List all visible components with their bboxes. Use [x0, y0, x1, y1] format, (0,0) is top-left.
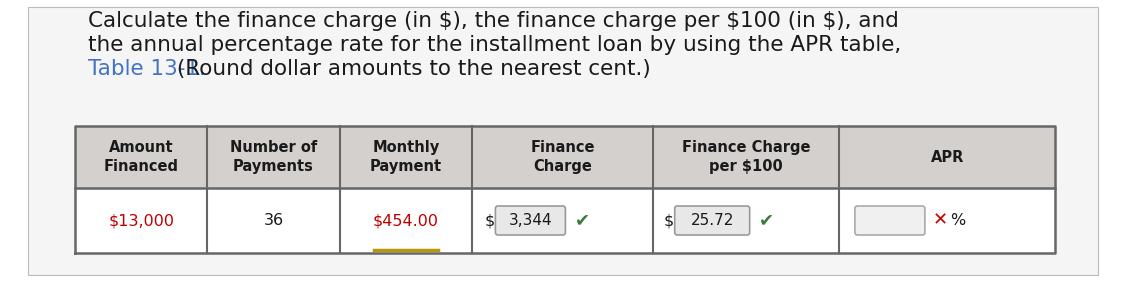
Text: (Round dollar amounts to the nearest cent.): (Round dollar amounts to the nearest cen…: [170, 59, 650, 79]
Text: $: $: [664, 213, 674, 228]
FancyBboxPatch shape: [28, 7, 1098, 275]
Text: 3,344: 3,344: [508, 213, 552, 228]
Text: Monthly
Payment: Monthly Payment: [370, 140, 442, 174]
Text: Finance
Charge: Finance Charge: [530, 140, 595, 174]
Text: %: %: [951, 213, 965, 228]
Text: $: $: [485, 213, 495, 228]
Text: ✔: ✔: [575, 212, 590, 230]
Text: ✕: ✕: [933, 212, 947, 230]
Text: Number of
Payments: Number of Payments: [229, 140, 317, 174]
Text: $13,000: $13,000: [108, 213, 174, 228]
Text: the annual percentage rate for the installment loan by using the APR table,: the annual percentage rate for the insta…: [88, 35, 901, 55]
Text: 25.72: 25.72: [691, 213, 734, 228]
FancyBboxPatch shape: [75, 126, 1055, 188]
Text: APR: APR: [930, 149, 964, 164]
FancyBboxPatch shape: [675, 206, 749, 235]
Text: Amount
Financed: Amount Financed: [104, 140, 179, 174]
Text: ✔: ✔: [759, 212, 774, 230]
FancyBboxPatch shape: [75, 188, 1055, 253]
Text: $454.00: $454.00: [372, 213, 439, 228]
FancyBboxPatch shape: [855, 206, 925, 235]
Text: Finance Charge
per $100: Finance Charge per $100: [682, 140, 810, 174]
Text: 36: 36: [263, 213, 284, 228]
Text: Table 13-1.: Table 13-1.: [88, 59, 206, 79]
FancyBboxPatch shape: [495, 206, 566, 235]
Text: Calculate the finance charge (in $), the finance charge per $100 (in $), and: Calculate the finance charge (in $), the…: [88, 11, 899, 31]
